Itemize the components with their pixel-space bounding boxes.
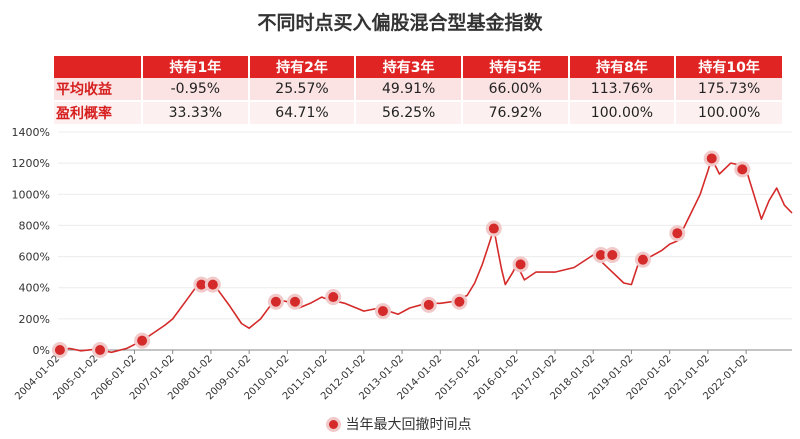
drawdown-marker <box>515 259 526 270</box>
drawdown-marker <box>54 345 65 355</box>
y-tick-label: 1000% <box>12 188 50 201</box>
y-tick-label: 800% <box>19 219 50 232</box>
table-corner <box>54 56 142 78</box>
header-cell: 持有1年 <box>141 56 249 78</box>
header-cell: 持有10年 <box>674 56 782 78</box>
y-tick-label: 400% <box>19 282 50 295</box>
stats-table: 持有1年 持有2年 持有3年 持有5年 持有8年 持有10年 平均收益 -0.9… <box>54 56 782 124</box>
table-cell: 175.73% <box>674 78 782 101</box>
legend-label: 当年最大回撤时间点 <box>345 417 472 433</box>
table-row-profit-prob: 盈利概率 33.33% 64.71% 56.25% 76.92% 100.00%… <box>54 100 782 124</box>
drawdown-marker <box>737 164 748 175</box>
drawdown-marker <box>95 345 106 355</box>
header-cell: 持有8年 <box>567 56 676 78</box>
series-line <box>57 157 793 354</box>
header-cell: 持有5年 <box>460 56 569 78</box>
drawdown-marker <box>328 292 339 303</box>
drawdown-marker <box>377 306 388 317</box>
y-tick-label: 1400% <box>12 126 50 139</box>
legend: 当年最大回撤时间点 <box>0 414 800 434</box>
table-cell: 76.92% <box>460 100 569 124</box>
chart-title: 不同时点买入偏股混合型基金指数 <box>257 12 543 34</box>
table-cell: 56.25% <box>354 100 462 124</box>
table-header-row: 持有1年 持有2年 持有3年 持有5年 持有8年 持有10年 <box>54 56 782 78</box>
table-cell: -0.95% <box>141 78 249 101</box>
drawdown-marker <box>207 279 218 290</box>
drawdown-marker <box>290 296 301 307</box>
row-label: 平均收益 <box>54 78 142 101</box>
drawdown-marker <box>196 279 207 290</box>
table-row-avg-return: 平均收益 -0.95% 25.57% 49.91% 66.00% 113.76%… <box>54 78 782 101</box>
legend-marker-icon <box>328 419 338 429</box>
drawdown-marker <box>423 299 434 310</box>
table-cell: 113.76% <box>567 78 676 101</box>
table-cell: 64.71% <box>247 100 356 124</box>
y-tick-label: 200% <box>19 313 50 326</box>
drawdown-marker <box>637 254 648 265</box>
drawdown-marker <box>488 223 499 234</box>
table-cell: 100.00% <box>674 100 782 124</box>
drawdown-marker <box>454 296 465 307</box>
drawdown-marker <box>270 296 281 307</box>
header-cell: 持有2年 <box>247 56 356 78</box>
drawdown-marker <box>672 228 683 239</box>
table-cell: 33.33% <box>141 100 249 124</box>
drawdown-marker <box>595 250 606 261</box>
drawdown-marker <box>607 250 618 261</box>
row-label: 盈利概率 <box>54 100 142 124</box>
table-cell: 49.91% <box>354 78 462 101</box>
header-cell: 持有3年 <box>354 56 462 78</box>
drawdown-marker <box>706 153 717 164</box>
drawdown-marker <box>137 335 148 346</box>
table-cell: 100.00% <box>567 100 676 124</box>
table-cell: 25.57% <box>247 78 356 101</box>
y-tick-label: 0% <box>33 344 50 357</box>
y-tick-label: 1200% <box>12 157 50 170</box>
table-cell: 66.00% <box>460 78 569 101</box>
y-tick-label: 600% <box>19 251 50 264</box>
